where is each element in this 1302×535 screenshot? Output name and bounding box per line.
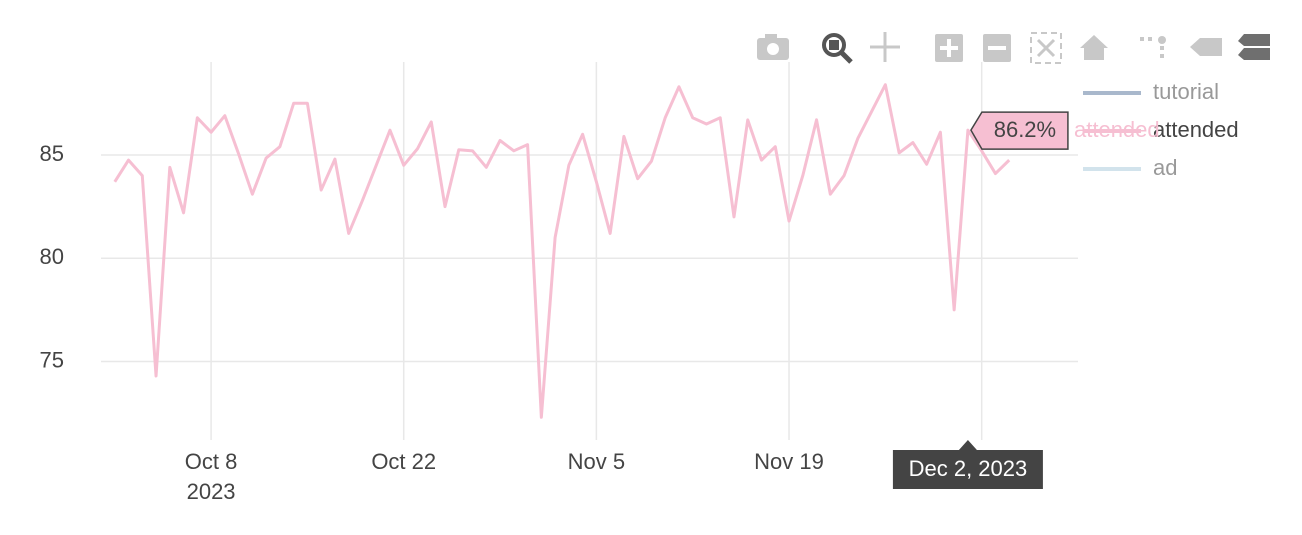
zoom-button[interactable] [822,33,853,64]
hover-closest-button[interactable] [1190,38,1222,56]
camera-button[interactable] [757,34,789,60]
hover-x-label: Dec 2, 2023 [909,456,1028,481]
hover-x-box [892,440,1043,489]
x-tick-sublabel: 2023 [187,479,236,504]
x-tick-label: Nov 19 [754,449,824,474]
spikelines-button[interactable] [1140,36,1166,58]
autoscale-button[interactable] [1030,32,1062,64]
legend: tutorial attended ad [1083,79,1239,180]
hover-compare-button[interactable] [1238,34,1270,60]
modebar [757,32,1270,64]
hover: attended 86.2% Dec 2, 2023 [892,111,1160,489]
hover-label: 86.2% [994,117,1056,142]
hover-box [970,111,1069,150]
series-line [113,83,1011,419]
reset-button[interactable] [1080,35,1108,60]
y-tick-label: 75 [40,347,64,372]
zoom-in-button[interactable] [935,34,963,62]
x-tick-label: Oct 22 [371,449,436,474]
pan-button[interactable] [870,32,900,62]
y-tick-label: 80 [40,244,64,269]
hover-name: attended [1074,117,1160,142]
x-tick-label: Oct 8 [185,449,238,474]
legend-label[interactable]: attended [1153,117,1239,142]
plot-lines [113,83,1011,419]
zoom-out-button[interactable] [983,34,1011,62]
y-tick-label: 85 [40,141,64,166]
legend-label[interactable]: ad [1153,155,1177,180]
legend-label[interactable]: tutorial [1153,79,1219,104]
x-tick-label: Nov 5 [568,449,625,474]
